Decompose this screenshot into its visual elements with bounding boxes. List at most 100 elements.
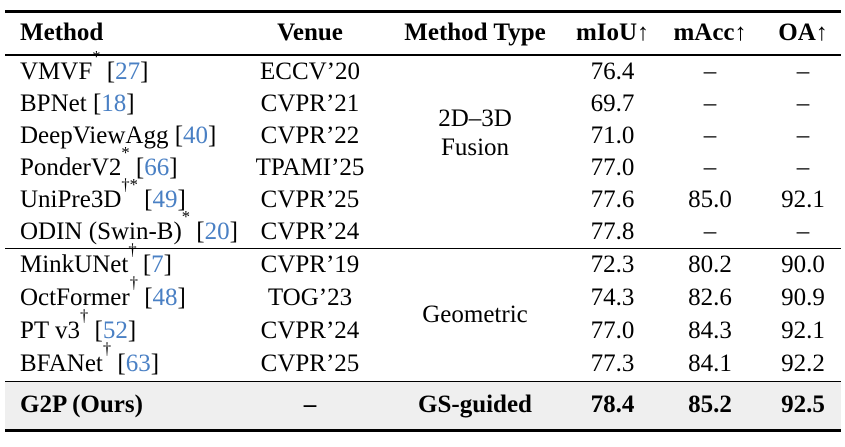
method-type-cell: Geometric [380,248,570,381]
method-marks: † [102,339,112,359]
col-header-macc: mAcc↑ [655,11,765,56]
cite-link[interactable]: 40 [183,121,209,149]
miou-cell: 69.7 [590,89,635,117]
cite-bracket-close: ] [169,153,178,181]
method-name: UniPre3D [20,185,122,213]
cite-link[interactable]: 27 [115,57,141,85]
method-type-cell: GS-guided [380,381,570,430]
table-row: MinkUNet† [7] CVPR’19 Geometric 72.3 80.2 90.… [5,242,841,329]
cite-link[interactable]: 52 [102,317,128,344]
col-header-label: mAcc [673,19,735,47]
cite-bracket-close: ] [229,217,238,245]
cite-link[interactable]: 7 [151,251,164,278]
oa-cell: 90.0 [781,251,825,278]
cite-bracket-open: [ [135,153,145,181]
up-arrow-icon: ↑ [637,20,650,47]
cite-bracket-open: [ [142,251,152,278]
method-cell: MinkUNet† [7] [5,242,240,282]
venue-cell: TOG’23 [267,284,353,311]
method-name: BPNet [20,89,87,117]
col-header-label: mIoU [575,19,638,47]
method-cell: PonderV2* [66] [5,144,240,184]
method-name: BFANet [20,350,103,377]
col-header-label: OA [778,19,816,47]
cite-bracket-open: [ [144,284,153,311]
cite-link[interactable]: 48 [152,284,178,311]
oa-cell: 92.1 [781,185,825,213]
cite-link[interactable]: 66 [144,153,170,181]
oa-cell: – [796,217,810,245]
macc-cell: 84.3 [688,317,732,344]
cite-bracket-close: ] [150,350,160,377]
macc-cell: – [703,153,717,181]
miou-cell: 74.3 [590,284,635,311]
method-cell: BPNet [18] [5,88,240,120]
oa-cell: 90.9 [781,284,825,311]
col-header-miou: mIoU↑ [570,11,655,56]
table-header: Method Venue Method Type mIoU↑ mAcc↑ OA↑ [5,11,841,56]
macc-cell: – [703,89,717,117]
cite-bracket-close: ] [126,89,135,117]
table-row: PT v3† [52] CVPR’24 77.0 84.3 92.1 [5,308,841,348]
venue-cell: CVPR’24 [260,217,360,245]
method-cell: VMVF* [27] [5,48,240,88]
method-cell: PT v3† [52] [5,308,240,348]
cite-bracket-open: [ [117,350,126,377]
miou-cell: 77.0 [590,153,635,181]
venue-cell: CVPR’24 [260,317,360,344]
miou-cell: 76.4 [590,57,635,85]
method-cell: BFANet† [63] [5,341,240,382]
venue-cell: – [240,381,380,430]
miou-cell: 77.0 [590,317,635,344]
cite-link[interactable]: 63 [125,350,151,377]
method-name: PT v3 [20,317,80,344]
cite-bracket-open: [ [196,217,205,245]
table-row: PonderV2* [66] TPAMI’25 77.0 – – [5,144,841,184]
cite-bracket-close: ] [163,251,172,278]
table-row: BFANet† [63] CVPR’25 77.3 84.1 92.2 [5,341,841,382]
method-marks: * [121,142,130,162]
oa-cell: – [796,153,810,181]
method-cell: UniPre3D†* [49] [5,176,240,216]
method-marks: † [129,273,138,293]
macc-cell: – [703,57,717,85]
method-marks: † [79,306,89,326]
macc-cell: 85.0 [688,185,732,213]
macc-cell: 84.1 [688,350,732,377]
cite-bracket-open: [ [94,317,103,344]
method-type-line: Fusion [440,133,510,161]
venue-cell: CVPR’19 [260,251,360,278]
table-row: VMVF* [27] ECCV’20 2D–3D Fusion 76.4– – [5,48,841,161]
method-name: PonderV2 [20,153,122,181]
miou-cell: 78.4 [570,381,655,430]
up-arrow-icon: ↑ [815,20,828,47]
method-name: OctFormer [20,284,130,311]
col-header-label: Method [20,19,104,47]
venue-cell: CVPR’22 [260,121,360,149]
method-cell: G2P (Ours) [5,381,240,430]
col-header-label: Method Type [404,19,546,47]
table-row: OctFormer† [48] TOG’23 74.3 82.6 90.9 [5,275,841,315]
venue-cell: CVPR’25 [260,185,360,213]
table-row: BPNet [18] CVPR’21 69.7 – – [5,88,841,120]
miou-cell: 77.8 [590,217,635,245]
macc-cell: – [703,217,717,245]
oa-cell: 92.2 [781,350,825,377]
cite-link[interactable]: 18 [101,89,127,117]
method-type-line: Geometric [422,301,528,328]
method-type-line: 2D–3D [438,104,512,132]
method-name: VMVF [20,57,93,85]
oa-cell: – [796,121,810,149]
method-type-cell: 2D–3D Fusion [380,55,570,249]
method-group-1: MinkUNet† [7] CVPR’19 Geometric 72.3 80.2 90.… [5,242,841,382]
cite-bracket-close: ] [177,284,186,311]
macc-cell: 85.2 [655,381,765,430]
cite-link[interactable]: 20 [204,217,230,245]
table-row: ODIN (Swin-B)* [20] CVPR’24 77.8 – – [5,208,841,249]
oa-cell: – [796,89,810,117]
cite-bracket-open: [ [92,89,102,117]
macc-cell: – [703,121,717,149]
cite-bracket-close: ] [208,121,217,149]
method-group-0: VMVF* [27] ECCV’20 2D–3D Fusion 76.4– – BPNet … [5,48,841,249]
cite-link[interactable]: 49 [152,185,178,213]
